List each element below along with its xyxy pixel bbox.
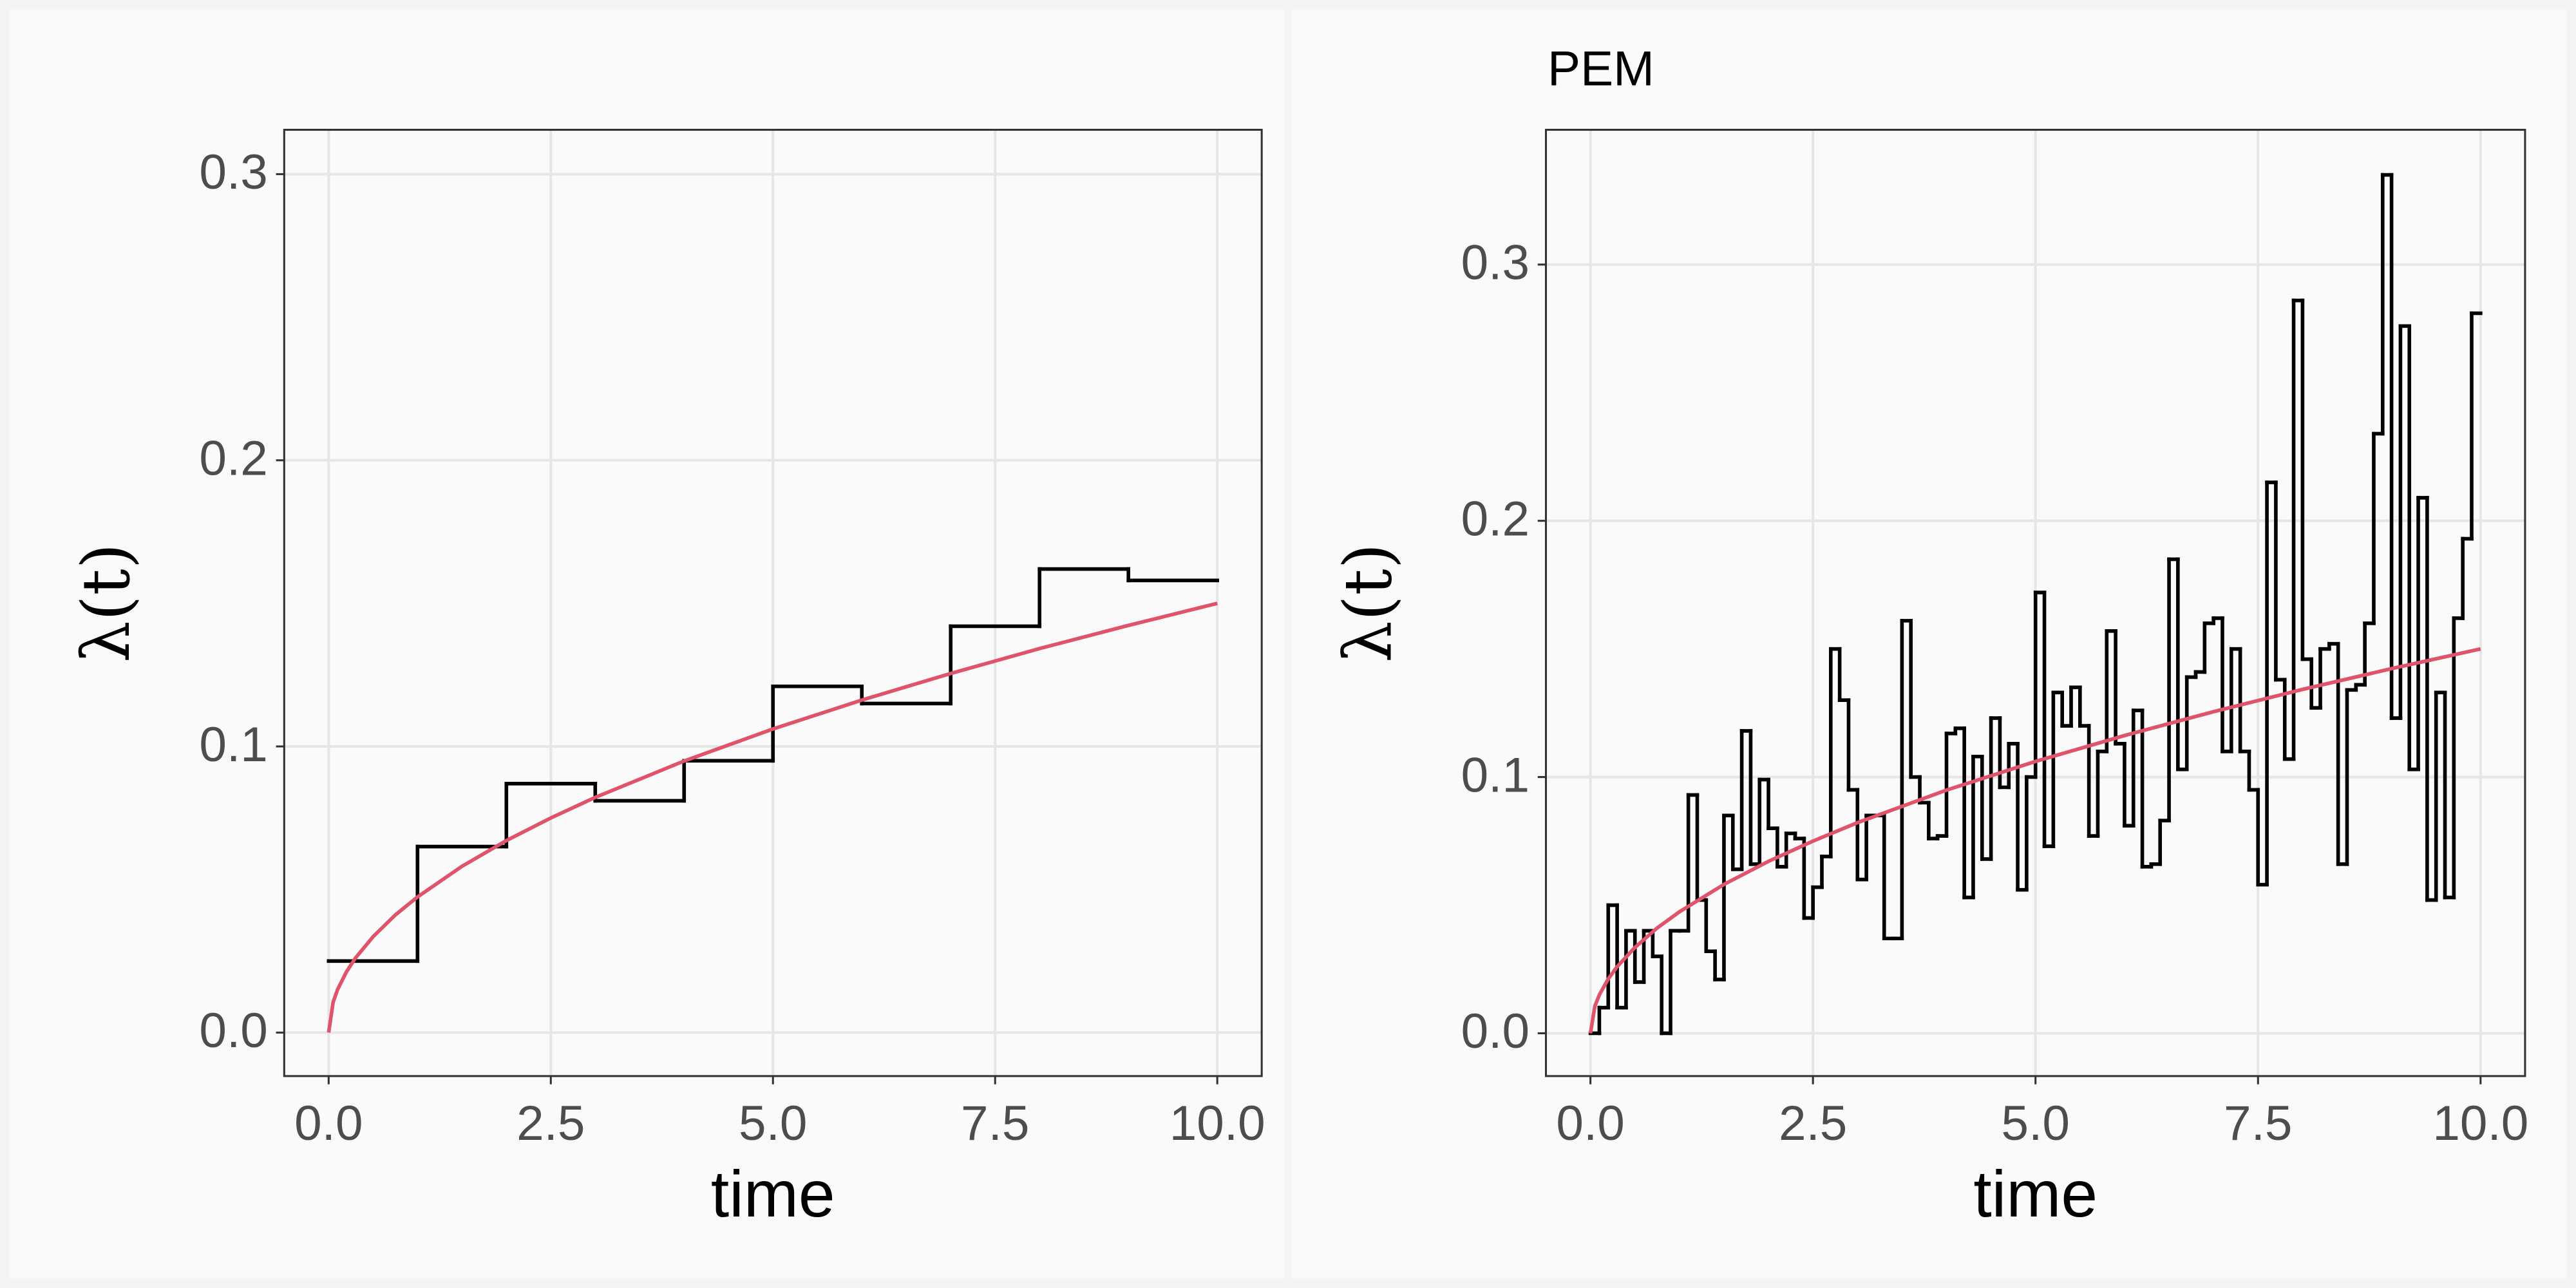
x-tick-label: 2.5	[516, 1096, 585, 1151]
chart: 0.0 0.1 0.2 0.3 0.0 2.5 5.0 7.5 10.0 time λ(t)	[68, 129, 1265, 1231]
y-axis-title: λ(t)	[1330, 544, 1406, 663]
plot-border	[283, 129, 1263, 1077]
x-axis-title: time	[1973, 1157, 2098, 1231]
x-axis-title: time	[711, 1157, 835, 1231]
chart-title: PEM	[1548, 41, 1654, 96]
y-tick-label: 0.0	[1461, 1004, 1530, 1059]
y-tick-label: 0.2	[199, 431, 267, 486]
plot-border	[1544, 129, 2526, 1077]
y-tick-label: 0.2	[1461, 491, 1530, 546]
chart: PEM 0.0 0.1 0.2 0.3 0.0 2.5 5.0 7.5 10.0 time λ(t)	[1330, 41, 2528, 1231]
y-tick-label: 0.3	[1461, 236, 1530, 290]
y-axis-title: λ(t)	[68, 544, 145, 663]
x-tick-label: 0.0	[1556, 1096, 1624, 1151]
y-tick-label: 0.0	[199, 1003, 267, 1058]
y-tick-label: 0.1	[1461, 748, 1530, 802]
y-tick-label: 0.1	[199, 717, 267, 772]
x-tick-label: 10.0	[1170, 1096, 1265, 1151]
x-tick-label: 10.0	[2432, 1096, 2528, 1151]
x-tick-label: 7.5	[961, 1096, 1029, 1151]
reference-curve	[1588, 647, 2481, 1034]
reference-curve	[327, 601, 1218, 1033]
x-tick-label: 5.0	[2002, 1096, 2070, 1151]
x-tick-label: 7.5	[2224, 1096, 2292, 1151]
x-tick-label: 5.0	[739, 1096, 807, 1151]
y-tick-label: 0.3	[199, 145, 267, 200]
x-tick-label: 2.5	[1779, 1096, 1847, 1151]
x-tick-label: 0.0	[294, 1096, 363, 1151]
